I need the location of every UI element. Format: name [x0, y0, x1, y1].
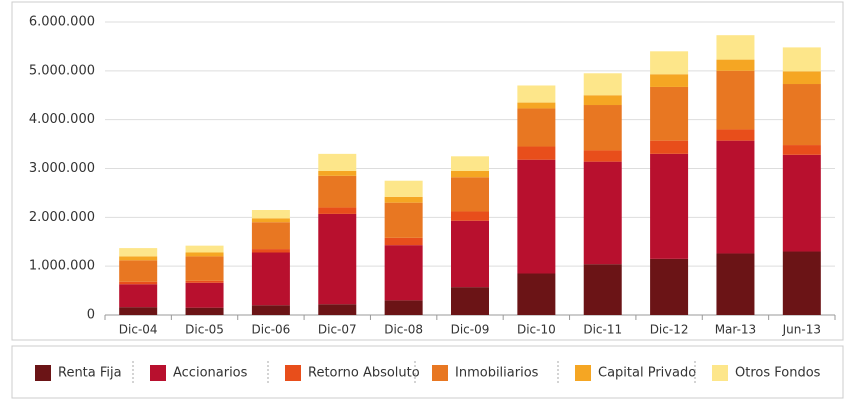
bar-segment: [583, 95, 622, 106]
bar-segment: [517, 108, 556, 147]
bar-segment: [119, 248, 158, 257]
y-tick-label: 0: [87, 308, 95, 323]
bar-segment: [650, 74, 689, 87]
bar-segment: [384, 196, 423, 203]
bar-segment: [318, 304, 357, 315]
bar-segment: [583, 105, 622, 151]
x-tick-label: Dic-10: [517, 323, 556, 337]
legend-label: Otros Fondos: [735, 366, 821, 381]
bar-segment: [384, 245, 423, 301]
bar-segment: [185, 282, 224, 308]
bar-segment: [384, 237, 423, 246]
bar-segment: [583, 150, 622, 162]
bar-segment: [650, 140, 689, 154]
bar-segment: [451, 177, 489, 212]
bar-segment: [384, 300, 423, 315]
bar-segment: [318, 213, 357, 305]
bar-segment: [318, 153, 357, 171]
bar-segment: [251, 210, 290, 219]
bar-segment: [650, 86, 689, 141]
bar-segment: [318, 170, 357, 176]
bar-segment: [782, 47, 821, 72]
bar-segment: [251, 252, 290, 306]
x-tick-label: Dic-04: [119, 323, 158, 337]
bar-segment: [119, 256, 158, 261]
y-tick-label: 5.000.000: [29, 63, 95, 78]
bar-segment: [384, 180, 423, 197]
bar-segment: [716, 129, 755, 141]
x-tick-label: Dic-07: [318, 323, 357, 337]
y-tick-label: 4.000.000: [29, 112, 95, 127]
bar-segment: [583, 264, 622, 315]
y-tick-label: 2.000.000: [29, 210, 95, 225]
bar-segment: [716, 59, 755, 71]
bar-segment: [251, 305, 290, 315]
legend-label: Renta Fija: [58, 366, 122, 381]
bar-segment: [185, 252, 224, 257]
bar-segment: [119, 281, 158, 285]
legend-label: Retorno Absoluto: [308, 366, 420, 381]
bar-segment: [185, 245, 224, 253]
chart-frame: [11, 1, 844, 341]
bar-segment: [782, 71, 821, 85]
bar-segment: [451, 220, 489, 288]
x-tick-label: Dic-06: [252, 323, 291, 337]
y-tick-label: 1.000.000: [29, 259, 95, 274]
legend-swatch: [35, 365, 51, 381]
bar-segment: [251, 218, 290, 223]
bar-segment: [782, 145, 821, 155]
legend-frame: [11, 345, 844, 399]
legend-swatch: [150, 365, 166, 381]
bar-segment: [318, 207, 357, 214]
bar-segment: [782, 84, 821, 146]
bar-segment: [451, 156, 489, 171]
bar-segment: [185, 307, 224, 315]
x-tick-label: Mar-13: [715, 323, 756, 337]
x-tick-label: Dic-11: [583, 323, 622, 337]
bar-segment: [517, 273, 556, 315]
bar-segment: [716, 140, 755, 254]
bar-segment: [517, 159, 556, 274]
bar-segment: [716, 70, 755, 130]
bar-segment: [119, 307, 158, 315]
legend-label: Accionarios: [173, 366, 248, 381]
bar-segment: [782, 251, 821, 315]
legend-swatch: [712, 365, 728, 381]
bar-segment: [650, 51, 689, 75]
legend-swatch: [432, 365, 448, 381]
bar-segment: [716, 253, 755, 315]
x-tick-label: Dic-09: [451, 323, 490, 337]
bar-segment: [716, 35, 755, 60]
bar-segment: [119, 284, 158, 308]
bar-segment: [517, 102, 556, 109]
bar-segment: [517, 85, 556, 103]
bar-segment: [451, 211, 489, 221]
x-tick-label: Dic-05: [185, 323, 224, 337]
bar-segment: [517, 146, 556, 160]
bar-segment: [384, 202, 423, 238]
bar-segment: [251, 249, 290, 253]
bar-segment: [185, 256, 224, 281]
y-tick-label: 3.000.000: [29, 161, 95, 176]
legend-label: Inmobiliarios: [455, 366, 539, 381]
legend-swatch: [285, 365, 301, 381]
bar-segment: [185, 280, 224, 283]
legend-swatch: [575, 365, 591, 381]
bar-segment: [583, 161, 622, 265]
bar-segment: [251, 222, 290, 250]
x-tick-label: Jun-13: [782, 323, 821, 337]
bar-segment: [650, 153, 689, 259]
bar-segment: [451, 170, 489, 178]
bar-segment: [650, 258, 689, 315]
x-tick-label: Dic-12: [650, 323, 689, 337]
y-tick-label: 6.000.000: [29, 15, 95, 30]
x-tick-label: Dic-08: [384, 323, 423, 337]
bar-segment: [451, 287, 489, 315]
bar-segment: [782, 154, 821, 252]
bar-segment: [583, 73, 622, 96]
bar-segment: [119, 260, 158, 282]
legend-label: Capital Privado: [598, 366, 696, 381]
bar-segment: [318, 175, 357, 208]
